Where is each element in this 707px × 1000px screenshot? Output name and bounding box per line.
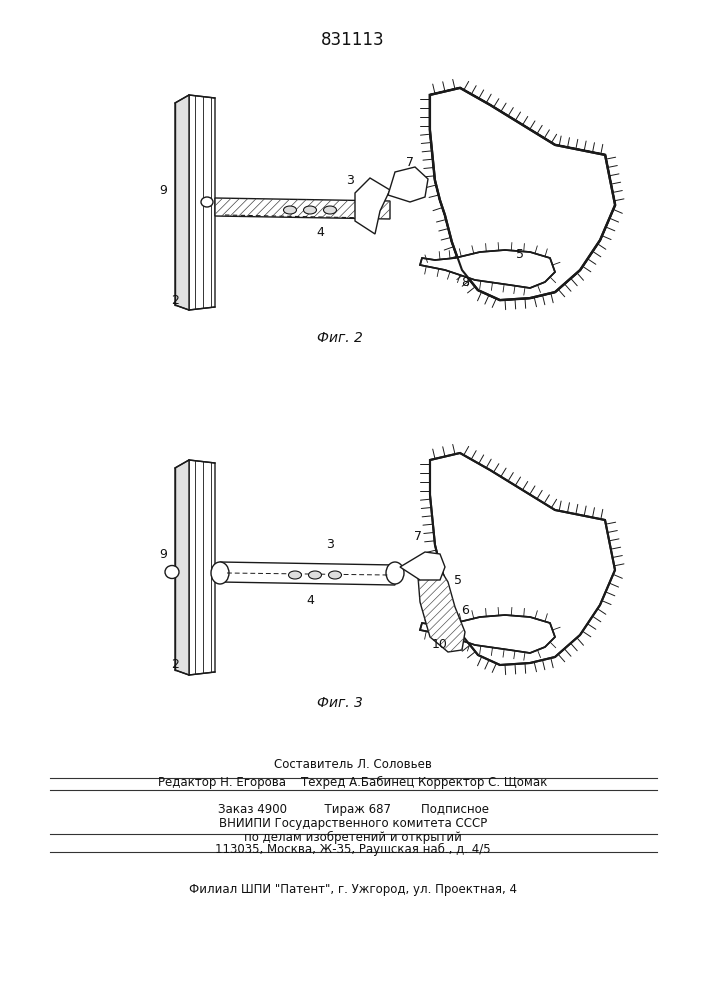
Text: 9: 9 [159, 184, 167, 196]
Polygon shape [189, 95, 215, 310]
Text: Фиг. 2: Фиг. 2 [317, 331, 363, 345]
Text: Фиг. 3: Фиг. 3 [317, 696, 363, 710]
Text: 3: 3 [326, 538, 334, 552]
Text: 3: 3 [346, 174, 354, 186]
Text: 4: 4 [316, 226, 324, 238]
Polygon shape [355, 178, 390, 234]
Text: 113035, Москва, Ж-35, Раушская наб., д. 4/5: 113035, Москва, Ж-35, Раушская наб., д. … [215, 842, 491, 856]
Text: 10: 10 [432, 639, 448, 652]
Text: Заказ 4900          Тираж 687        Подписное: Заказ 4900 Тираж 687 Подписное [218, 804, 489, 816]
Ellipse shape [386, 562, 404, 584]
Polygon shape [388, 167, 428, 202]
Text: 9: 9 [159, 548, 167, 562]
Text: 6: 6 [461, 603, 469, 616]
Polygon shape [420, 615, 555, 653]
Polygon shape [400, 552, 445, 580]
Text: ВНИИПИ Государственного комитета СССР: ВНИИПИ Государственного комитета СССР [219, 818, 487, 830]
Ellipse shape [288, 571, 301, 579]
Text: 5: 5 [454, 574, 462, 586]
Ellipse shape [329, 571, 341, 579]
Ellipse shape [324, 206, 337, 214]
Polygon shape [418, 569, 465, 652]
Polygon shape [430, 453, 615, 665]
Text: 2: 2 [171, 294, 179, 306]
Ellipse shape [303, 206, 317, 214]
Polygon shape [215, 198, 390, 219]
Polygon shape [175, 95, 189, 310]
Text: 7: 7 [406, 155, 414, 168]
Text: 7: 7 [414, 530, 422, 544]
Polygon shape [175, 460, 189, 675]
Ellipse shape [211, 562, 229, 584]
Text: Филиал ШПИ "Патент", г. Ужгород, ул. Проектная, 4: Филиал ШПИ "Патент", г. Ужгород, ул. Про… [189, 884, 517, 896]
Polygon shape [420, 250, 555, 288]
Ellipse shape [284, 206, 296, 214]
Text: Составитель Л. Соловьев: Составитель Л. Соловьев [274, 758, 432, 772]
Polygon shape [189, 460, 215, 675]
Text: 2: 2 [171, 658, 179, 672]
Ellipse shape [308, 571, 322, 579]
Text: 831113: 831113 [321, 31, 385, 49]
Polygon shape [430, 88, 615, 300]
Text: 5: 5 [516, 248, 524, 261]
Text: Редактор Н. Егорова    Техред А.Бабинец Корректор С. Щомак: Редактор Н. Егорова Техред А.Бабинец Кор… [158, 775, 548, 789]
Ellipse shape [165, 566, 179, 578]
Polygon shape [220, 562, 395, 585]
Ellipse shape [201, 197, 213, 207]
Text: 8: 8 [461, 275, 469, 288]
Text: по делам изобретений и открытий: по делам изобретений и открытий [244, 830, 462, 844]
Text: 4: 4 [306, 593, 314, 606]
Polygon shape [430, 88, 615, 300]
